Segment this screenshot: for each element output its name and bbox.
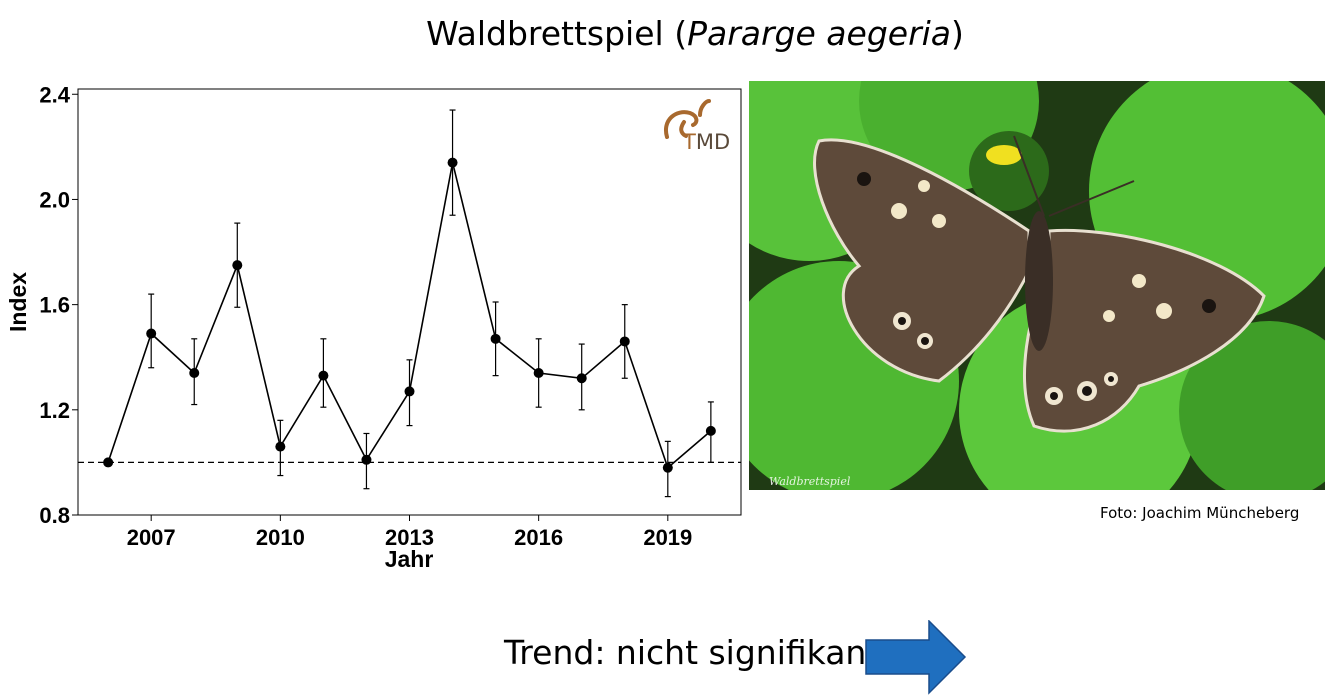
y-tick-label: 1.2: [39, 398, 70, 423]
butterfly-logo-icon: [663, 99, 711, 139]
title-text: Waldbrettspiel (: [426, 14, 688, 53]
logo-letter-d: D: [714, 130, 730, 154]
title-close: ): [951, 14, 964, 53]
logo-letter-m: M: [696, 130, 714, 154]
logo-letter-t: T: [682, 130, 696, 154]
trend-arrow-icon: [865, 620, 967, 695]
x-tick-label: 2019: [643, 525, 692, 550]
trend-label: Trend: nicht signifikant: [504, 633, 880, 672]
data-point: [533, 368, 544, 378]
data-point: [662, 462, 673, 473]
data-point: [447, 157, 458, 168]
plot-frame: [77, 88, 742, 516]
y-axis-label: Index: [5, 272, 31, 332]
x-axis-label: Jahr: [385, 546, 434, 572]
y-tick-label: 1.6: [39, 293, 70, 318]
title-species: Pararge aegeria: [687, 14, 952, 53]
data-point: [705, 425, 716, 436]
data-point: [275, 441, 286, 452]
data-point: [189, 368, 200, 378]
x-tick-label: 2007: [127, 525, 176, 550]
x-tick-label: 2013: [385, 525, 434, 550]
photo-watermark: Waldbrettspiel: [769, 475, 851, 488]
x-tick-label: 2016: [514, 525, 563, 550]
x-tick-label: 2010: [256, 525, 305, 550]
y-tick-label: 0.8: [39, 503, 70, 528]
data-point: [232, 260, 243, 271]
data-point: [619, 336, 630, 347]
butterfly-photo: Waldbrettspiel: [749, 81, 1325, 490]
data-point: [103, 457, 114, 468]
y-tick-label: 2.4: [39, 82, 70, 107]
data-point: [576, 373, 587, 384]
data-point: [361, 454, 372, 465]
svg-text:TMD: TMD: [682, 130, 730, 154]
data-point: [404, 386, 415, 397]
data-point: [318, 370, 329, 381]
index-chart: 2007 2010 2013 2016 2019 0.8 1.2 1.6 2.0 2.4 Jah…: [5, 82, 742, 572]
page-title: Waldbrettspiel (Pararge aegeria): [0, 14, 1325, 53]
photo-credit: Foto: Joachim Müncheberg: [1100, 504, 1300, 522]
data-point: [146, 328, 157, 339]
y-tick-label: 2.0: [39, 187, 70, 212]
tmd-logo: TMD: [663, 99, 730, 154]
butterfly-icon: [813, 135, 1266, 433]
data-point: [490, 333, 501, 344]
